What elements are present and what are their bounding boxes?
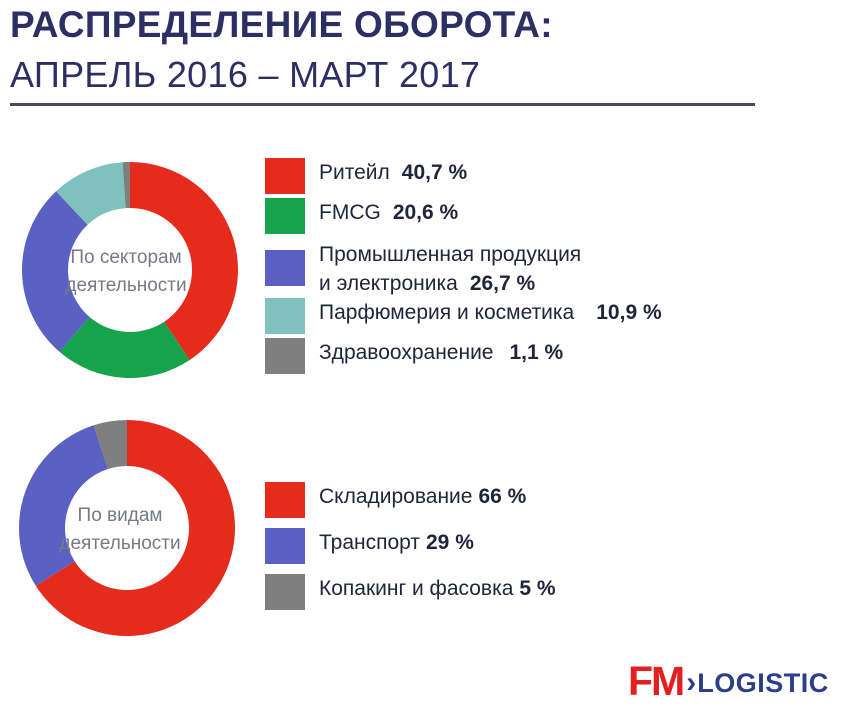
fm-logistic-logo: FM ›LOGISTIC [628, 658, 829, 705]
donut-slice-1 [18, 425, 108, 586]
legend-item: Парфюмерия и косметика 10,9 % [265, 298, 662, 334]
legend-label: Промышленная продукция [319, 243, 582, 266]
donut-chart-activities [18, 420, 236, 636]
legend-item: FMCG 20,6 % [265, 198, 458, 234]
legend-item: Ритейл 40,7 % [265, 158, 467, 194]
legend-value: 10,9 % [596, 301, 662, 324]
legend-label: Ритейл [319, 161, 390, 184]
legend-swatch [265, 574, 305, 610]
legend-swatch [265, 298, 305, 334]
legend-value: 26,7 % [469, 272, 536, 295]
legend-item: Здравоохранение 1,1 % [265, 338, 563, 374]
legend-label: Копакинг и фасовка [319, 577, 514, 600]
legend-value: 29 % [426, 531, 474, 554]
legend-swatch [265, 198, 305, 234]
legend-label: FMCG [319, 201, 381, 224]
legend-swatch [265, 158, 305, 194]
title-divider [10, 103, 755, 106]
legend-value: 20,6 % [392, 201, 459, 224]
legend-item: Транспорт 29 % [265, 528, 474, 564]
donut-slice-1 [59, 317, 190, 378]
legend-value: 1,1 % [509, 341, 564, 364]
legend-value: 5 % [519, 577, 556, 600]
donut-slice-4 [122, 162, 130, 209]
legend-label: Парфюмерия и косметика [319, 301, 575, 324]
legend-label: Здравоохранение [319, 341, 494, 364]
donut-slice-0 [130, 162, 238, 361]
legend-item: Копакинг и фасовка 5 % [265, 574, 556, 610]
legend-swatch [265, 482, 305, 518]
legend-swatch [265, 338, 305, 374]
legend-swatch [265, 250, 305, 286]
legend-item: Складирование 66 % [265, 482, 526, 518]
legend-label: Складирование [319, 485, 473, 508]
legend-label: Транспорт [319, 531, 420, 554]
donut-chart-sectors [21, 162, 238, 378]
logo-brand: FM [628, 658, 685, 704]
donut-slice-2 [93, 420, 127, 470]
donut-slice-0 [35, 420, 236, 636]
legend-item: Промышленная продукция и электроника 26,7… [265, 240, 581, 298]
legend-label: и электроника [319, 272, 458, 295]
legend-value: 66 % [478, 485, 527, 508]
logo-suffix: LOGISTIC [697, 668, 829, 698]
legend-swatch [265, 528, 305, 564]
page-subtitle: АПРЕЛЬ 2016 – МАРТ 2017 [10, 54, 481, 95]
page-title: РАСПРЕДЕЛЕНИЕ ОБОРОТА: [10, 4, 553, 45]
donut-slice-3 [56, 162, 126, 225]
legend-value: 40,7 % [401, 161, 468, 184]
logo-arrow-icon: › [686, 666, 697, 699]
donut-slice-2 [21, 191, 90, 352]
